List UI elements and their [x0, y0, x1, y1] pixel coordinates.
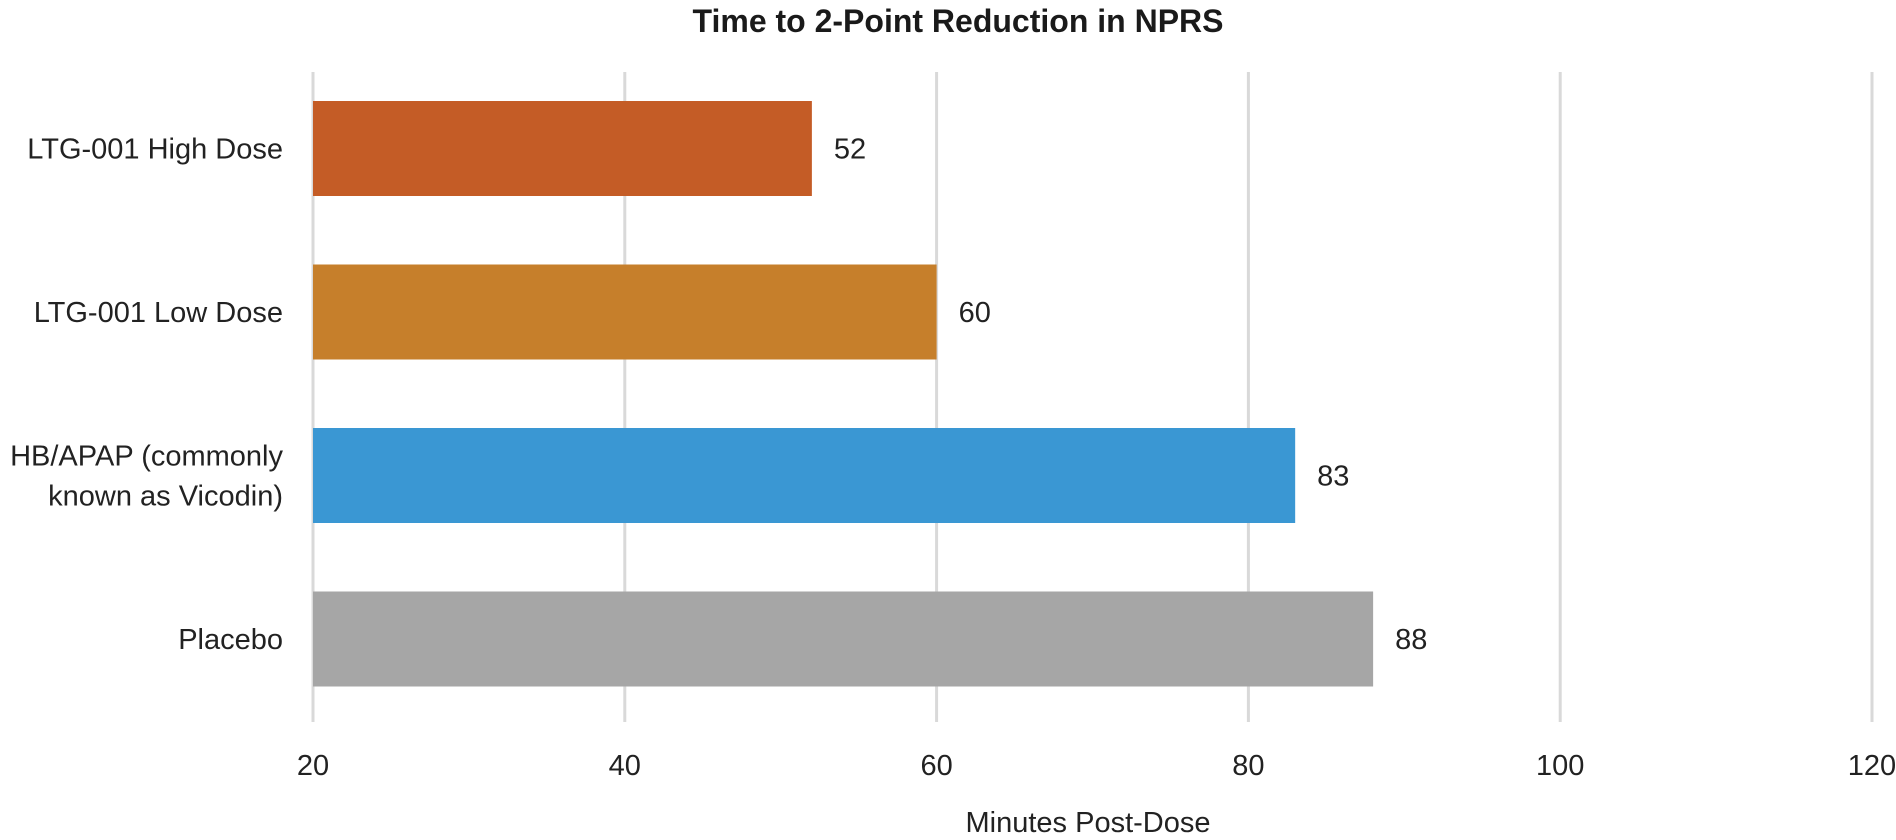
bars: [313, 101, 1374, 687]
bar: [313, 264, 937, 360]
x-tick-label: 100: [1536, 750, 1584, 782]
x-axis-label: Minutes Post-Dose: [966, 807, 1211, 839]
x-tick-label: 20: [297, 750, 329, 782]
category-label: LTG-001 High Dose: [27, 134, 283, 166]
data-label: 88: [1395, 624, 1427, 656]
chart-title: Time to 2-Point Reduction in NPRS: [693, 3, 1224, 39]
x-tick-label: 40: [609, 750, 641, 782]
category-label: LTG-001 Low Dose: [34, 297, 283, 329]
bar: [313, 591, 1374, 687]
x-axis-ticks: 20 40 60 80 100 120: [297, 750, 1896, 782]
category-label: known as Vicodin): [48, 481, 283, 513]
x-tick-label: 120: [1848, 750, 1896, 782]
data-label: 52: [834, 134, 866, 166]
x-tick-label: 60: [920, 750, 952, 782]
category-labels: LTG-001 High Dose LTG-001 Low Dose HB/APAP…: [10, 134, 283, 657]
bar: [313, 101, 812, 196]
data-labels: 52 60 83 88: [834, 134, 1428, 657]
data-label: 83: [1317, 461, 1349, 493]
data-label: 60: [959, 297, 991, 329]
category-label: HB/APAP (commonly: [10, 441, 283, 473]
category-label: Placebo: [178, 624, 283, 656]
bar: [313, 428, 1296, 523]
x-tick-label: 80: [1232, 750, 1264, 782]
